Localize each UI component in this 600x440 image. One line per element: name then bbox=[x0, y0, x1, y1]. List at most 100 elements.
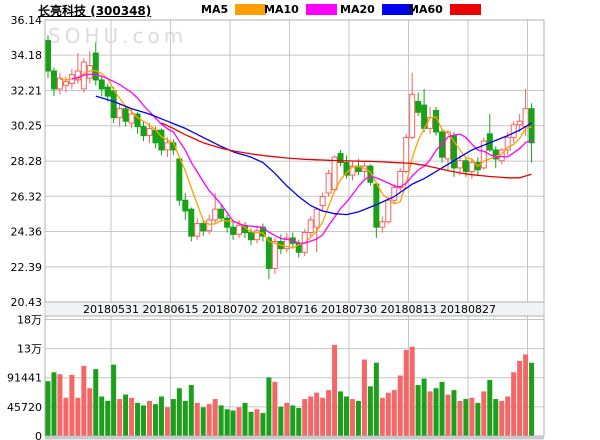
volume-bar bbox=[278, 406, 284, 436]
legend-item-ma10: MA10 bbox=[264, 3, 337, 16]
candle-body bbox=[98, 79, 105, 90]
volume-bar bbox=[170, 399, 176, 436]
volume-bar bbox=[415, 385, 421, 436]
volume-bar bbox=[308, 396, 314, 436]
volume-axis-label: 45720 bbox=[7, 401, 42, 414]
candle-body bbox=[367, 165, 374, 183]
volume-bar bbox=[51, 372, 57, 436]
candle-body bbox=[516, 120, 523, 126]
volume-bar bbox=[248, 411, 254, 436]
volume-bar bbox=[99, 396, 105, 436]
candle-body bbox=[528, 108, 535, 144]
candle-body bbox=[492, 149, 499, 160]
candle-body bbox=[343, 162, 350, 176]
volume-bar bbox=[355, 400, 361, 436]
volume-axis-label: 0 bbox=[35, 430, 42, 440]
candle-body bbox=[134, 113, 141, 128]
candle-body bbox=[247, 232, 254, 241]
candle-body bbox=[397, 171, 404, 189]
candle-body bbox=[74, 70, 81, 81]
volume-bar bbox=[284, 402, 290, 436]
candle-body bbox=[253, 230, 260, 241]
candle-body bbox=[200, 223, 207, 232]
date-label: 20180615 bbox=[143, 303, 199, 316]
legend-label-ma60: MA60 bbox=[408, 3, 443, 16]
candle-body bbox=[230, 226, 237, 235]
volume-bar bbox=[421, 378, 427, 436]
candle-body bbox=[50, 70, 57, 90]
chart-header: 长亮科技 (300348) MA5 MA10 MA20 MA60 bbox=[0, 0, 600, 19]
legend-item-ma20: MA20 bbox=[340, 3, 413, 16]
volume-bar bbox=[511, 372, 517, 436]
volume-bar bbox=[469, 397, 475, 436]
ma5-line bbox=[59, 69, 532, 249]
volume-bar bbox=[517, 360, 523, 436]
candle-body bbox=[45, 39, 51, 72]
volume-bar bbox=[349, 399, 355, 436]
candle-body bbox=[319, 196, 326, 207]
ma20-color-swatch bbox=[381, 4, 413, 15]
date-label: 20180827 bbox=[440, 303, 496, 316]
candle-body bbox=[313, 208, 320, 228]
volume-bar bbox=[242, 402, 248, 436]
candle-body bbox=[271, 241, 278, 269]
legend-item-ma5: MA5 bbox=[201, 3, 267, 16]
volume-bar bbox=[463, 399, 469, 436]
candle-body bbox=[462, 160, 469, 173]
stock-title-link[interactable]: 长亮科技 (300348) bbox=[38, 2, 151, 19]
volume-bar bbox=[439, 381, 445, 436]
candle-body bbox=[188, 208, 195, 237]
volume-axis-label: 13万 bbox=[17, 343, 42, 356]
volume-bar bbox=[493, 399, 499, 436]
legend-label-ma10: MA10 bbox=[264, 3, 299, 16]
volume-bar bbox=[391, 390, 397, 436]
volume-bar bbox=[332, 344, 338, 436]
volume-axis-label: 91441 bbox=[7, 372, 42, 385]
volume-bar bbox=[457, 400, 463, 436]
volume-bar bbox=[379, 397, 385, 436]
volume-bar bbox=[260, 413, 266, 436]
volume-bar bbox=[344, 396, 349, 436]
volume-axis-label: 18万 bbox=[17, 314, 42, 327]
volume-bar bbox=[314, 392, 320, 436]
candle-body bbox=[236, 224, 243, 235]
volume-bar bbox=[361, 359, 367, 436]
volume-bar bbox=[45, 381, 51, 436]
candle-body bbox=[158, 129, 165, 151]
volume-bar bbox=[81, 365, 87, 436]
ma60-line bbox=[161, 122, 532, 179]
volume-bar bbox=[320, 397, 326, 436]
volume-bar bbox=[427, 391, 433, 436]
volume-bar bbox=[212, 399, 218, 436]
volume-bar bbox=[302, 399, 308, 436]
candle-body bbox=[510, 124, 517, 138]
volume-bar bbox=[236, 407, 242, 436]
candle-body bbox=[56, 77, 63, 90]
volume-bar bbox=[63, 397, 69, 436]
candle-body bbox=[349, 165, 356, 176]
price-axis-label: 32.21 bbox=[11, 85, 43, 98]
price-axis-label: 30.25 bbox=[11, 120, 43, 133]
volume-bar bbox=[141, 405, 147, 436]
volume-bar bbox=[254, 409, 260, 436]
volume-bars bbox=[45, 344, 535, 436]
volume-bar bbox=[230, 410, 236, 436]
volume-bar bbox=[487, 379, 493, 436]
candle-body bbox=[110, 90, 117, 119]
candle-body bbox=[212, 208, 219, 221]
date-label: 20180531 bbox=[83, 303, 139, 316]
candle-body bbox=[468, 162, 475, 173]
candle-body bbox=[325, 172, 332, 194]
volume-bar bbox=[433, 388, 439, 436]
volume-bar bbox=[385, 392, 391, 436]
candle-body bbox=[140, 126, 147, 137]
bottom-axis-strip bbox=[45, 436, 544, 440]
candle-body bbox=[409, 93, 416, 138]
candle-body bbox=[391, 187, 398, 201]
ma20-line bbox=[95, 95, 532, 216]
date-label: 20180813 bbox=[381, 303, 437, 316]
stock-code: (300348) bbox=[90, 4, 152, 18]
volume-bar bbox=[93, 369, 99, 436]
